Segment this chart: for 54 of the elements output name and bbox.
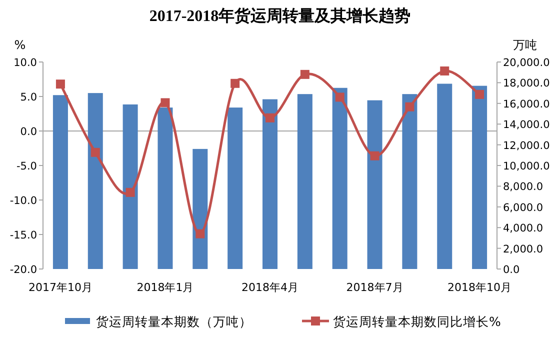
point: [335, 92, 344, 102]
y-tick-label: -15.0: [10, 230, 37, 242]
bar: [332, 88, 348, 269]
bar: [367, 100, 382, 269]
bar: [52, 95, 68, 269]
point: [56, 80, 65, 89]
y2-tick-label: 2,000.0: [503, 243, 544, 256]
y-tick-label: -20.0: [10, 264, 37, 276]
bar: [88, 93, 103, 269]
y2-tick-label: 14,000.0: [503, 119, 550, 132]
y-tick-label: 0.0: [20, 126, 37, 138]
y2-axis-title: 万吨: [513, 38, 537, 52]
point: [126, 188, 135, 197]
point: [266, 113, 274, 122]
y2-tick-label: 6,000.0: [503, 202, 544, 214]
y2-tick-label: 0.0: [503, 264, 520, 276]
legend-label: 货运周转量本期数同比增长%: [333, 314, 501, 329]
bar: [437, 84, 452, 269]
y2-tick-label: 16,000.0: [503, 98, 550, 110]
y2-tick-label: 20,000.0: [503, 57, 550, 69]
y2-tick-label: 12,000.0: [503, 140, 550, 152]
y-tick-label: -10.0: [10, 195, 37, 207]
point: [230, 78, 240, 88]
y2-tick-label: 4,000.0: [503, 222, 544, 235]
point: [160, 98, 170, 108]
point: [475, 90, 484, 99]
x-tick-label: 2018年1月: [136, 281, 194, 294]
bar: [297, 94, 312, 269]
y-axis-title: %: [14, 38, 26, 52]
bar: [402, 94, 418, 269]
legend-label: 货运周转量本期数（万吨）: [96, 314, 252, 329]
point: [405, 102, 414, 112]
bar: [192, 148, 208, 269]
point: [300, 70, 310, 79]
y-tick-label: 5.0: [20, 92, 37, 104]
bar: [122, 104, 138, 269]
y2-tick-label: 10,000.0: [503, 160, 550, 172]
point: [370, 151, 380, 160]
bar: [158, 108, 173, 269]
y2-tick-label: 8,000.0: [503, 181, 544, 194]
bar: [472, 86, 488, 269]
x-tick-label: 2018年7月: [346, 281, 404, 294]
y-tick-label: -5.0: [16, 160, 37, 172]
bar: [228, 108, 243, 269]
y-tick-label: 10.0: [14, 57, 37, 69]
point: [196, 229, 205, 238]
x-tick-label: 2017年10月: [28, 281, 92, 294]
chart-title: 2017-2018年货运周转量及其增长趋势: [149, 7, 411, 25]
point: [440, 66, 450, 76]
bar: [262, 99, 278, 269]
point: [90, 148, 100, 157]
y2-tick-label: 18,000.0: [503, 78, 550, 90]
x-tick-label: 2018年4月: [242, 281, 298, 294]
x-tick-label: 2018年10月: [448, 281, 512, 294]
